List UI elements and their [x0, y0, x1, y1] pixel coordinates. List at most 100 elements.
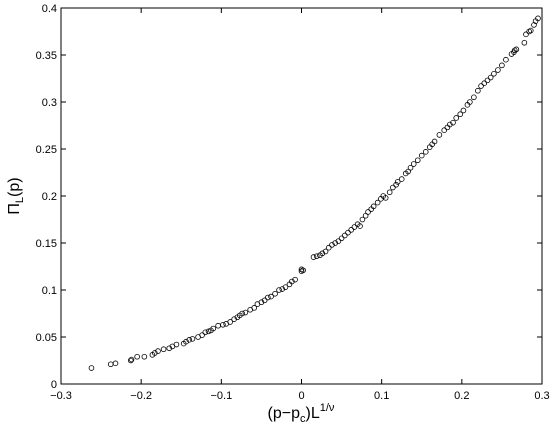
data-point: [151, 350, 158, 356]
data-point: [282, 284, 289, 290]
data-point: [160, 346, 167, 353]
data-point: [422, 149, 429, 155]
data-point: [467, 99, 473, 105]
y-tick-label: 0.05: [36, 332, 57, 344]
x-tick-label: 0.1: [374, 390, 389, 402]
data-point: [341, 232, 348, 239]
data-point: [495, 67, 501, 73]
data-point: [393, 181, 399, 188]
data-point: [390, 184, 396, 191]
data-point: [141, 353, 148, 360]
data-point: [394, 179, 401, 185]
data-point: [457, 111, 464, 118]
data-point: [268, 293, 274, 300]
data-point: [460, 107, 467, 114]
y-tick-label: 0.15: [36, 238, 57, 250]
data-point: [513, 46, 520, 53]
data-point: [453, 115, 460, 121]
data-point: [220, 321, 226, 328]
data-point: [325, 244, 332, 251]
data-point: [279, 286, 286, 292]
data-point: [258, 299, 265, 306]
x-tick-labels: −0.3 −0.2 −0.1 0 0.1 0.2 0.3: [50, 390, 550, 402]
data-point: [300, 267, 306, 274]
data-point: [535, 15, 541, 22]
data-point: [88, 365, 95, 371]
data-point: [134, 353, 140, 360]
y-tick-labels: 0 0.05 0.1 0.15 0.2 0.25 0.3 0.35 0.4: [36, 3, 57, 391]
data-point: [322, 248, 329, 255]
data-point: [386, 189, 393, 196]
data-points: [88, 15, 541, 371]
y-tick-label: 0: [51, 379, 57, 391]
plot-area: [60, 7, 543, 385]
data-point: [239, 310, 245, 317]
data-point: [173, 341, 180, 348]
data-point: [261, 297, 268, 304]
y-tick-label: 0.1: [42, 285, 57, 297]
data-point: [166, 345, 173, 352]
data-point: [414, 157, 421, 164]
data-point: [338, 235, 345, 242]
y-tick-label: 0.4: [42, 3, 57, 15]
axis-ticks: [60, 7, 543, 385]
data-point: [335, 238, 342, 244]
data-point: [242, 309, 249, 316]
data-point: [231, 316, 237, 322]
data-point: [128, 356, 135, 363]
data-point: [329, 242, 335, 248]
data-point: [521, 39, 528, 46]
y-tick-label: 0.3: [42, 97, 57, 109]
x-tick-label: −0.3: [50, 390, 72, 402]
data-point: [272, 290, 278, 297]
data-point: [491, 71, 497, 77]
data-point: [503, 56, 509, 63]
y-tick-label: 0.35: [36, 50, 57, 62]
data-point: [499, 62, 505, 69]
y-axis-title: ΠL(p): [6, 177, 26, 214]
data-point: [382, 195, 389, 201]
data-point: [471, 94, 477, 101]
data-point: [484, 77, 491, 84]
data-point: [313, 253, 320, 259]
data-point: [199, 332, 205, 338]
data-point: [370, 203, 377, 210]
data-point: [481, 80, 488, 86]
y-tick-label: 0.25: [36, 144, 57, 156]
x-tick-label: −0.2: [130, 390, 152, 402]
data-point: [475, 87, 481, 94]
data-point: [310, 254, 317, 260]
data-point: [431, 138, 438, 145]
data-point: [487, 74, 494, 81]
data-point: [351, 224, 358, 230]
data-point: [450, 119, 456, 126]
data-point: [374, 199, 381, 206]
data-point: [345, 229, 351, 236]
data-point: [359, 216, 366, 223]
x-tick-label: 0.3: [534, 390, 549, 402]
data-point: [348, 227, 355, 233]
data-point: [531, 22, 537, 28]
data-point: [189, 336, 196, 342]
data-point: [112, 360, 119, 367]
data-point: [205, 328, 212, 335]
data-point: [357, 223, 363, 229]
data-point: [319, 250, 326, 257]
data-point: [527, 27, 534, 34]
data-point: [418, 152, 425, 159]
data-point: [441, 127, 447, 133]
data-point: [292, 276, 298, 283]
x-tick-label: −0.1: [210, 390, 232, 402]
data-point: [202, 329, 209, 336]
x-tick-label: 0.2: [454, 390, 469, 402]
data-point: [398, 176, 405, 182]
data-point: [251, 305, 258, 311]
data-point: [227, 319, 233, 325]
data-point: [276, 287, 282, 293]
data-point: [447, 121, 453, 128]
data-point: [289, 278, 295, 285]
data-point: [523, 31, 529, 38]
data-point: [210, 325, 217, 332]
data-point: [265, 294, 271, 301]
